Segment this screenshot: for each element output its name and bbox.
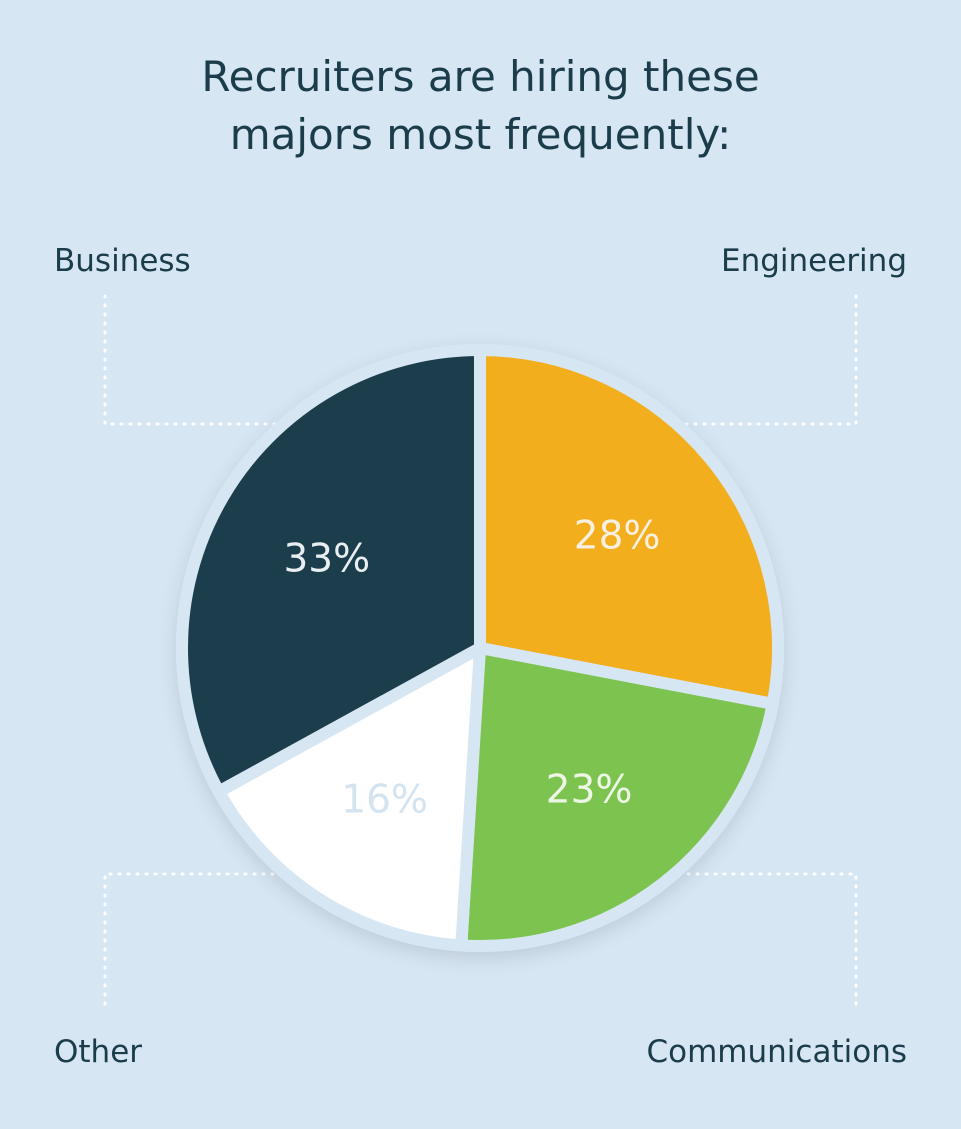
chart-title-line-2: majors most frequently: bbox=[229, 110, 732, 159]
pie-slices bbox=[176, 344, 784, 952]
chart-title-line-1: Recruiters are hiring these bbox=[201, 52, 760, 101]
connector-communications bbox=[682, 872, 858, 1006]
pie-value-labels: 28% 23% 16% 33% bbox=[283, 514, 660, 823]
connector-lines bbox=[103, 294, 858, 1006]
connector-business bbox=[103, 294, 284, 426]
pie-value-label-communications: 23% bbox=[546, 768, 633, 813]
label-communications: Communications bbox=[647, 1034, 908, 1070]
pie-value-label-other: 16% bbox=[341, 777, 428, 822]
chart-title: Recruiters are hiring these majors most … bbox=[0, 48, 961, 164]
connector-engineering bbox=[682, 294, 858, 426]
connector-other bbox=[103, 872, 284, 1006]
pie-slice-communications bbox=[455, 642, 779, 952]
pie-slice-business bbox=[176, 344, 486, 798]
pie-slice-engineering bbox=[474, 344, 784, 710]
pie-slice-other bbox=[212, 642, 486, 952]
pie-value-label-engineering: 28% bbox=[574, 514, 661, 559]
pie-value-label-business: 33% bbox=[283, 536, 370, 581]
label-business: Business bbox=[54, 243, 191, 279]
label-engineering: Engineering bbox=[721, 243, 907, 279]
label-other: Other bbox=[54, 1034, 142, 1070]
